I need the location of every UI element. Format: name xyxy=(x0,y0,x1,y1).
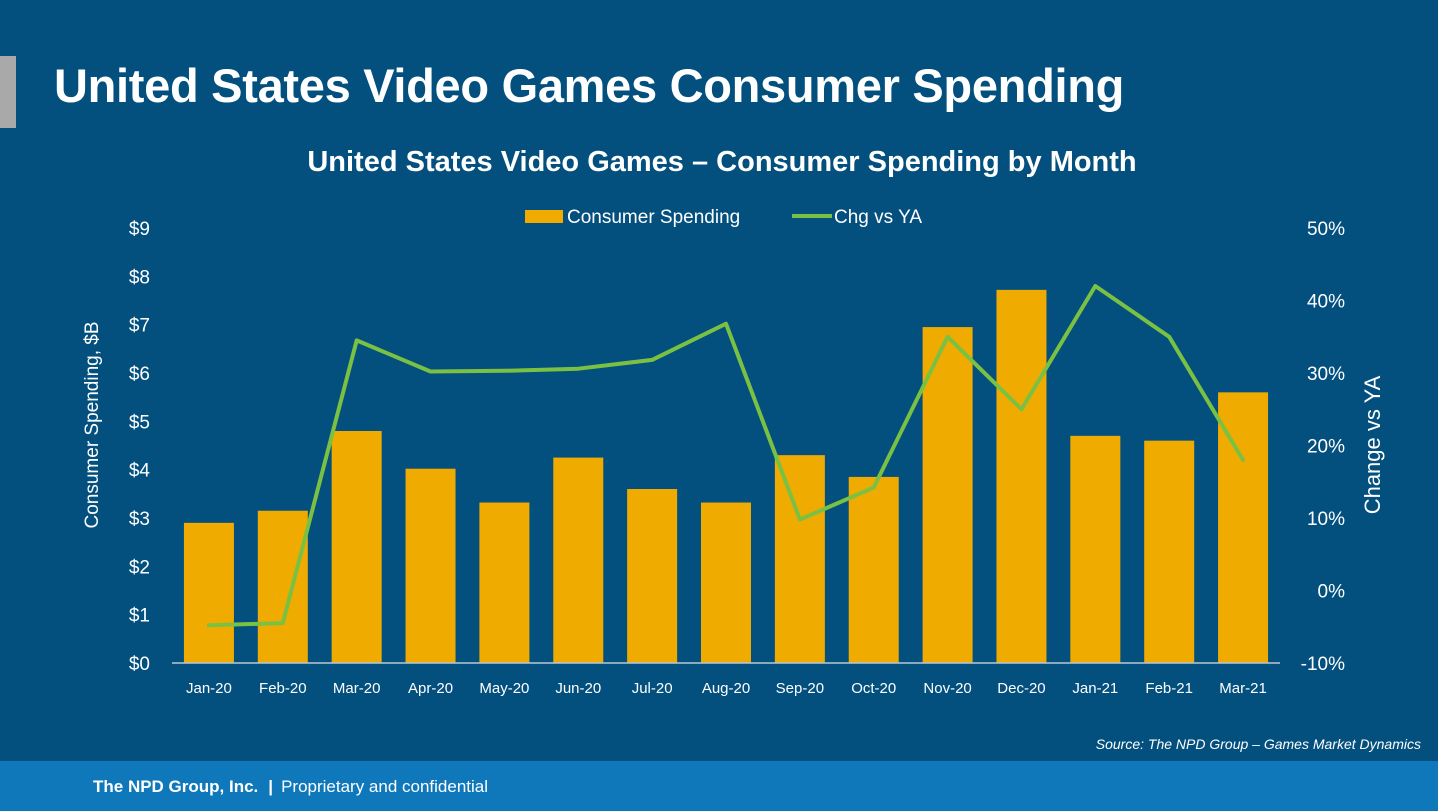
y2-tick-label: 20% xyxy=(1307,437,1345,458)
x-tick-label: Feb-20 xyxy=(259,680,307,697)
footer-company: The NPD Group, Inc. xyxy=(93,777,259,796)
y-axis-ticks: $0 $1 $2 $3 $4 $5 $6 $7 $8 $9 xyxy=(129,219,151,675)
bar-feb-21 xyxy=(1144,440,1195,663)
y2-tick-label: 50% xyxy=(1307,219,1345,240)
legend-bar-swatch xyxy=(525,210,563,223)
y-tick-label: $7 xyxy=(129,316,150,337)
bar-oct-20 xyxy=(848,476,899,663)
legend-line-label: Chg vs YA xyxy=(834,207,922,228)
x-tick-label: Jun-20 xyxy=(555,680,601,697)
bars xyxy=(183,289,1269,663)
x-tick-label: Nov-20 xyxy=(923,680,971,697)
x-tick-label: Mar-20 xyxy=(333,680,381,697)
x-tick-label: Jan-21 xyxy=(1072,680,1118,697)
footer-tagline: Proprietary and confidential xyxy=(281,777,489,796)
legend-bar-label: Consumer Spending xyxy=(567,207,740,228)
bar-mar-21 xyxy=(1218,392,1269,663)
bar-feb-20 xyxy=(257,510,308,663)
bar-sep-20 xyxy=(774,455,825,663)
y2-tick-label: 40% xyxy=(1307,292,1345,313)
bar-jul-20 xyxy=(627,489,678,663)
chart: United States Video Games – Consumer Spe… xyxy=(82,146,1385,697)
bar-may-20 xyxy=(479,502,530,663)
slide-title: United States Video Games Consumer Spend… xyxy=(54,59,1125,112)
change-line xyxy=(206,284,1246,628)
chart-legend: Consumer Spending Chg vs YA xyxy=(525,207,922,228)
y-tick-label: $4 xyxy=(129,461,151,482)
y2-tick-label: 30% xyxy=(1307,364,1345,385)
x-axis-ticks: Jan-20 Feb-20 Mar-20 Apr-20 May-20 Jun-20 Jul-… xyxy=(186,680,1267,697)
bar-mar-20 xyxy=(331,431,382,663)
y-tick-label: $0 xyxy=(129,654,150,675)
x-tick-label: Jul-20 xyxy=(632,680,673,697)
y2-tick-label: 10% xyxy=(1307,509,1345,530)
y-tick-label: $2 xyxy=(129,557,150,578)
bar-jan-20 xyxy=(183,522,234,663)
y-tick-label: $6 xyxy=(129,364,150,385)
y-tick-label: $5 xyxy=(129,412,150,433)
x-tick-label: Dec-20 xyxy=(997,680,1045,697)
y2-axis-title: Change vs YA xyxy=(1360,375,1385,514)
x-tick-label: Apr-20 xyxy=(408,680,453,697)
x-tick-label: May-20 xyxy=(479,680,529,697)
title-accent-bar xyxy=(0,56,16,128)
footer-bar: The NPD Group, Inc. | Proprietary and conf… xyxy=(0,761,1438,811)
y-tick-label: $8 xyxy=(129,267,150,288)
bar-nov-20 xyxy=(922,327,973,663)
bar-aug-20 xyxy=(701,502,751,663)
x-tick-label: Aug-20 xyxy=(702,680,750,697)
x-tick-label: Mar-21 xyxy=(1219,680,1267,697)
bar-dec-20 xyxy=(996,289,1047,663)
y-tick-label: $9 xyxy=(129,219,150,240)
bar-apr-20 xyxy=(405,468,456,663)
y-tick-label: $3 xyxy=(129,509,150,530)
y-axis-title: Consumer Spending, $B xyxy=(82,321,103,528)
x-tick-label: Oct-20 xyxy=(851,680,896,697)
y2-tick-label: 0% xyxy=(1318,582,1346,603)
x-tick-label: Sep-20 xyxy=(776,680,824,697)
x-tick-label: Feb-21 xyxy=(1145,680,1193,697)
footer-separator: | xyxy=(268,777,274,796)
footer-content: The NPD Group, Inc. | Proprietary and conf… xyxy=(93,777,488,797)
bar-jun-20 xyxy=(553,457,604,663)
y-tick-label: $1 xyxy=(129,606,150,627)
y2-axis-ticks: -10% 0% 10% 20% 30% 40% 50% xyxy=(1301,219,1345,675)
source-note: Source: The NPD Group – Games Market Dyn… xyxy=(1095,736,1421,752)
x-tick-label: Jan-20 xyxy=(186,680,232,697)
chart-title: United States Video Games – Consumer Spe… xyxy=(307,146,1136,178)
bar-jan-21 xyxy=(1070,435,1121,663)
y2-tick-label: -10% xyxy=(1301,654,1345,675)
